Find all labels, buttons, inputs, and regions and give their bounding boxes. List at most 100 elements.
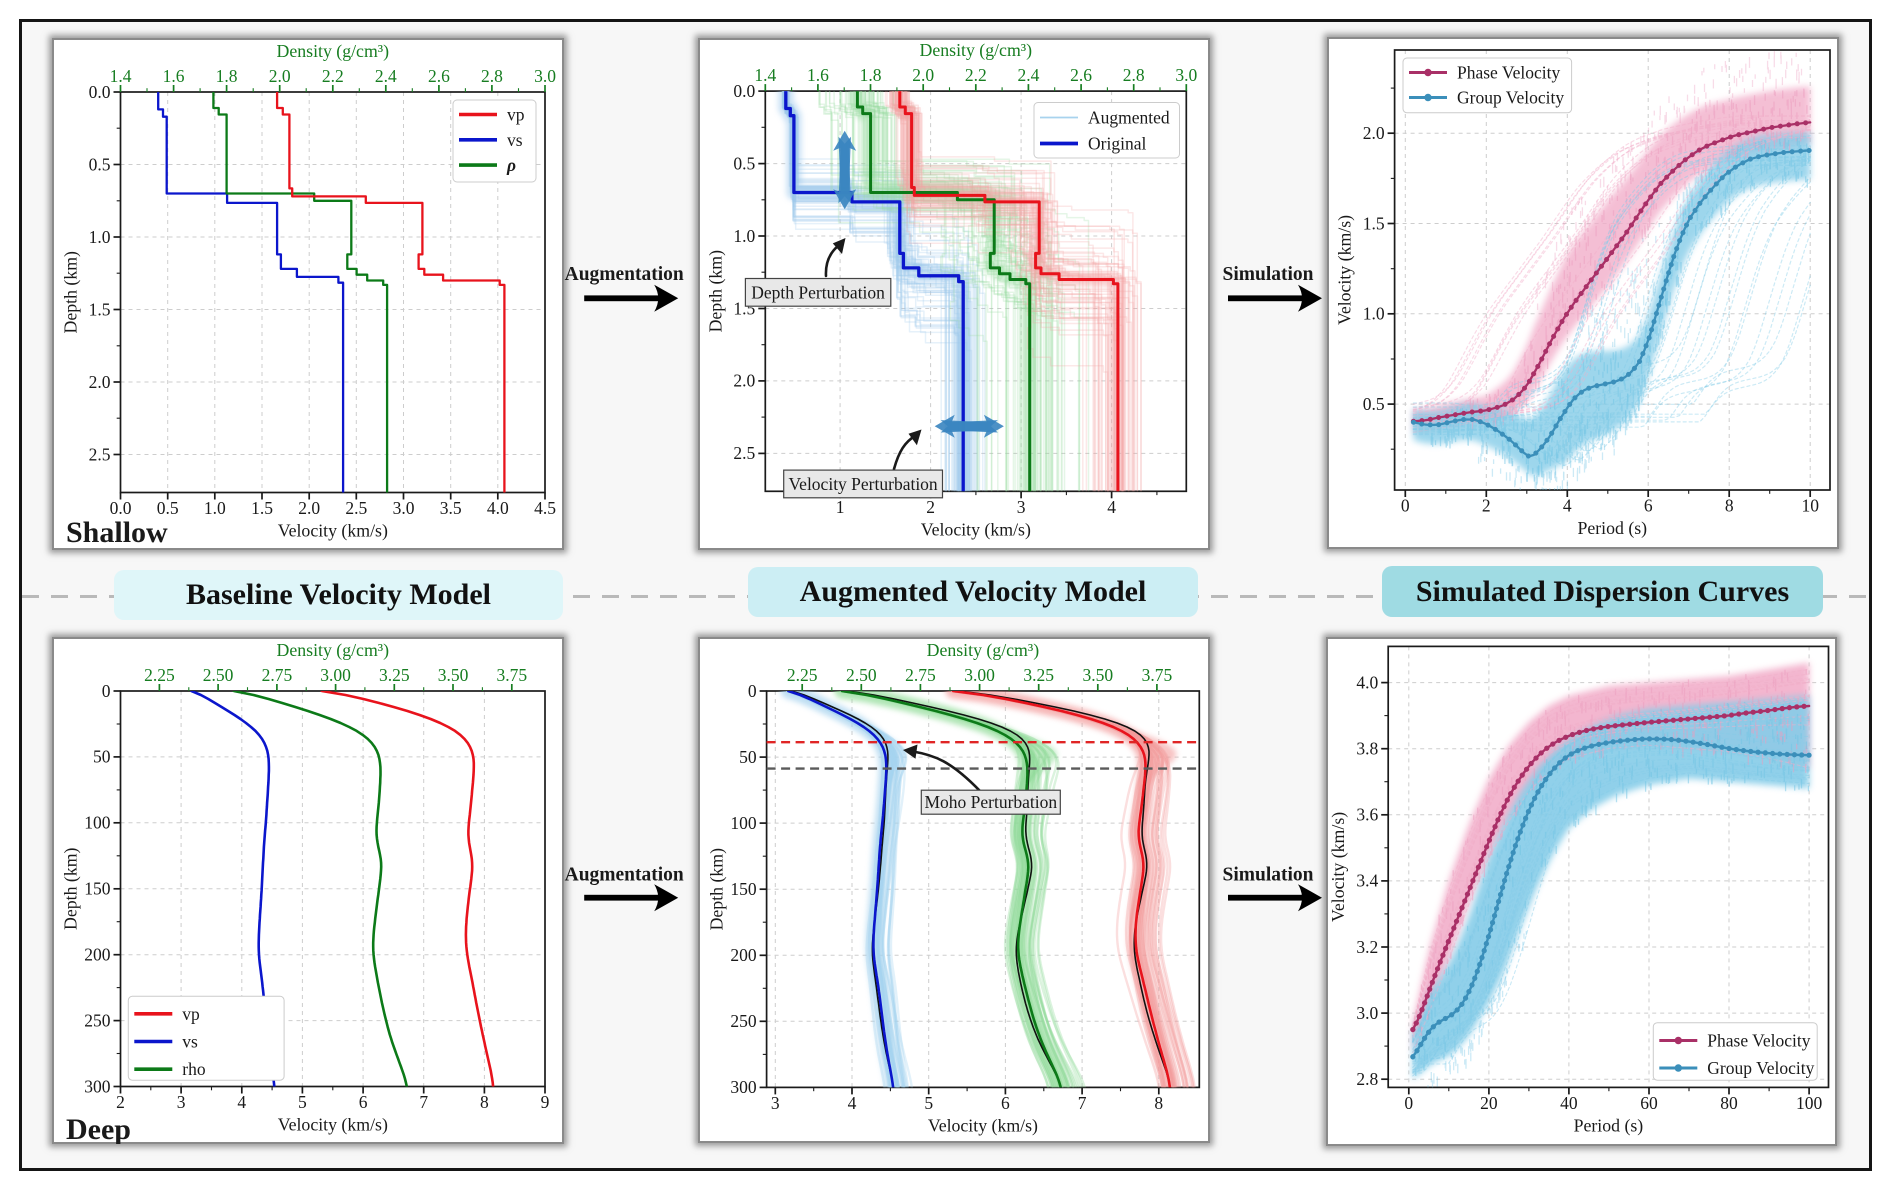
svg-text:vs: vs	[182, 1032, 198, 1052]
svg-text:Augmented: Augmented	[1088, 108, 1170, 128]
svg-text:2.5: 2.5	[733, 443, 755, 463]
svg-text:Velocity (km/s): Velocity (km/s)	[278, 1115, 388, 1136]
svg-text:2.25: 2.25	[144, 665, 175, 685]
svg-text:8: 8	[480, 1092, 489, 1112]
svg-text:3.50: 3.50	[1082, 665, 1113, 685]
svg-text:1.6: 1.6	[807, 65, 829, 85]
svg-text:Density (g/cm³): Density (g/cm³)	[277, 640, 390, 661]
svg-text:0: 0	[102, 681, 111, 701]
svg-text:2.5: 2.5	[345, 498, 367, 518]
svg-text:2: 2	[116, 1092, 125, 1112]
svg-text:2.0: 2.0	[912, 65, 934, 85]
svg-text:vs: vs	[507, 130, 523, 150]
svg-text:Shallow: Shallow	[66, 516, 168, 549]
svg-text:1.5: 1.5	[1363, 213, 1385, 233]
svg-text:50: 50	[93, 747, 111, 767]
svg-text:1.8: 1.8	[860, 65, 882, 85]
svg-text:2.25: 2.25	[787, 665, 818, 685]
svg-text:3.0: 3.0	[534, 66, 556, 86]
svg-text:0: 0	[1404, 1093, 1413, 1113]
svg-text:250: 250	[730, 1011, 757, 1031]
svg-text:0.0: 0.0	[89, 82, 111, 102]
svg-text:0.5: 0.5	[733, 153, 755, 173]
svg-text:1.6: 1.6	[163, 66, 185, 86]
svg-text:4.5: 4.5	[534, 498, 556, 518]
svg-text:Group Velocity: Group Velocity	[1707, 1058, 1814, 1078]
svg-text:2.2: 2.2	[965, 65, 987, 85]
svg-text:8: 8	[1725, 496, 1734, 516]
svg-text:2.2: 2.2	[322, 66, 344, 86]
svg-text:rho: rho	[182, 1059, 206, 1079]
svg-text:Velocity (km/s): Velocity (km/s)	[278, 521, 388, 542]
svg-text:2.0: 2.0	[298, 498, 320, 518]
svg-text:4: 4	[1563, 496, 1572, 516]
svg-text:1.4: 1.4	[110, 66, 132, 86]
svg-text:2.8: 2.8	[1356, 1069, 1378, 1089]
svg-text:7: 7	[419, 1092, 428, 1112]
svg-text:3.6: 3.6	[1356, 805, 1378, 825]
svg-text:3.2: 3.2	[1356, 937, 1378, 957]
svg-text:3.25: 3.25	[1023, 665, 1054, 685]
svg-text:Simulation: Simulation	[1222, 264, 1313, 285]
svg-text:0: 0	[748, 681, 757, 701]
svg-text:1.0: 1.0	[733, 226, 755, 246]
svg-text:2.8: 2.8	[1123, 65, 1145, 85]
svg-text:Phase Velocity: Phase Velocity	[1457, 63, 1560, 83]
svg-text:1.5: 1.5	[251, 498, 273, 518]
svg-text:1.0: 1.0	[89, 227, 111, 247]
svg-text:3.5: 3.5	[440, 498, 462, 518]
svg-text:1.4: 1.4	[754, 65, 776, 85]
svg-text:3: 3	[1017, 497, 1026, 517]
svg-text:250: 250	[84, 1010, 111, 1030]
svg-text:0.0: 0.0	[733, 81, 755, 101]
svg-text:Depth Perturbation: Depth Perturbation	[751, 283, 885, 303]
svg-text:1.5: 1.5	[89, 299, 111, 319]
svg-text:2.5: 2.5	[89, 444, 111, 464]
svg-text:4.0: 4.0	[487, 498, 509, 518]
svg-text:2.6: 2.6	[428, 66, 450, 86]
svg-text:60: 60	[1640, 1093, 1658, 1113]
svg-text:40: 40	[1560, 1093, 1578, 1113]
svg-text:200: 200	[730, 945, 757, 965]
svg-text:Density (g/cm³): Density (g/cm³)	[277, 41, 390, 62]
svg-text:1.0: 1.0	[204, 498, 226, 518]
svg-text:Phase Velocity: Phase Velocity	[1707, 1031, 1810, 1051]
svg-text:9: 9	[541, 1092, 550, 1112]
svg-text:150: 150	[84, 879, 111, 899]
svg-text:3.4: 3.4	[1356, 871, 1378, 891]
svg-text:3.00: 3.00	[964, 665, 995, 685]
svg-text:100: 100	[1796, 1093, 1823, 1113]
svg-text:3.8: 3.8	[1356, 739, 1378, 759]
svg-text:3.0: 3.0	[1175, 65, 1197, 85]
svg-text:Moho Perturbation: Moho Perturbation	[924, 792, 1057, 812]
svg-text:3: 3	[771, 1093, 780, 1113]
svg-text:3.25: 3.25	[379, 665, 410, 685]
svg-text:2.0: 2.0	[269, 66, 291, 86]
svg-text:6: 6	[1644, 496, 1653, 516]
svg-text:300: 300	[84, 1076, 111, 1096]
svg-text:2: 2	[1482, 496, 1491, 516]
svg-text:5: 5	[924, 1093, 933, 1113]
svg-text:300: 300	[730, 1077, 757, 1097]
svg-text:Velocity (km/s): Velocity (km/s)	[1335, 215, 1356, 325]
svg-text:2.50: 2.50	[203, 665, 234, 685]
svg-text:0: 0	[1401, 496, 1410, 516]
svg-text:Velocity (km/s): Velocity (km/s)	[928, 1115, 1038, 1136]
svg-text:3.75: 3.75	[496, 665, 527, 685]
svg-text:50: 50	[739, 747, 757, 767]
svg-text:4: 4	[237, 1092, 246, 1112]
svg-text:200: 200	[84, 945, 111, 965]
svg-text:2.0: 2.0	[89, 372, 111, 392]
svg-text:Depth (km): Depth (km)	[707, 848, 728, 931]
svg-text:2.0: 2.0	[1363, 123, 1385, 143]
svg-text:10: 10	[1801, 496, 1819, 516]
svg-text:Group Velocity: Group Velocity	[1457, 88, 1564, 108]
svg-text:Velocity (km/s): Velocity (km/s)	[1328, 812, 1349, 922]
svg-text:2.75: 2.75	[262, 665, 293, 685]
svg-text:Augmentation: Augmentation	[565, 865, 684, 886]
svg-text:2.50: 2.50	[846, 665, 877, 685]
svg-text:150: 150	[730, 879, 757, 899]
svg-text:3.0: 3.0	[393, 498, 415, 518]
svg-text:2: 2	[926, 497, 935, 517]
svg-text:1.8: 1.8	[216, 66, 238, 86]
